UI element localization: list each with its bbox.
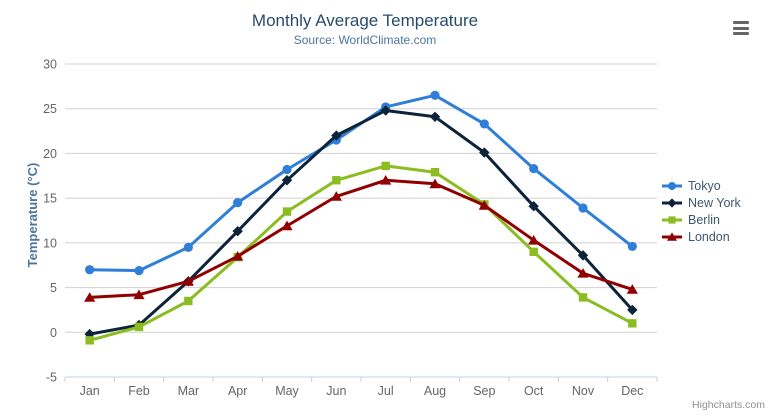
- point-tokyo-dec[interactable]: [627, 241, 637, 252]
- svg-text:25: 25: [43, 102, 57, 116]
- point-london-aug[interactable]: [429, 178, 441, 189]
- point-london-jun[interactable]: [330, 191, 342, 201]
- point-london-feb[interactable]: [133, 289, 145, 300]
- point-new-york-sep[interactable]: [479, 147, 490, 158]
- point-berlin-feb[interactable]: [134, 322, 144, 332]
- export-menu-button[interactable]: [727, 16, 755, 40]
- legend-symbol-tokyo[interactable]: [668, 181, 676, 190]
- legend-item-berlin[interactable]: Berlin: [661, 211, 741, 228]
- svg-text:5: 5: [50, 281, 57, 295]
- legend-marker-square-icon: [662, 215, 682, 224]
- svg-text:15: 15: [43, 192, 57, 206]
- point-new-york-nov[interactable]: [577, 250, 589, 261]
- x-axis-label: May: [275, 384, 299, 398]
- point-tokyo-apr[interactable]: [233, 198, 243, 208]
- point-tokyo-aug[interactable]: [430, 90, 440, 100]
- point-new-york-oct[interactable]: [528, 200, 539, 212]
- point-tokyo-mar[interactable]: [183, 242, 193, 252]
- x-axis-label: Jan: [80, 384, 100, 398]
- legend-marker-diamond-icon: [662, 197, 682, 208]
- y-axis-labels: -5 0 5 10 15 20 25 30: [43, 58, 57, 385]
- point-london-mar[interactable]: [182, 276, 194, 286]
- chart-title: Monthly Average Temperature: [251, 11, 479, 30]
- legend-label: New York: [688, 195, 741, 210]
- x-axis-label: Dec: [621, 384, 643, 398]
- series-tokyo[interactable]: [85, 90, 637, 276]
- svg-text:20: 20: [43, 147, 57, 161]
- hamburger-icon: [733, 32, 749, 35]
- point-london-nov[interactable]: [577, 268, 589, 278]
- point-tokyo-may[interactable]: [282, 164, 292, 175]
- point-berlin-jul[interactable]: [381, 161, 390, 171]
- series-london[interactable]: [84, 175, 638, 302]
- x-axis-label: Feb: [128, 384, 150, 398]
- point-london-apr[interactable]: [232, 251, 244, 261]
- legend-symbol-new-york[interactable]: [667, 197, 677, 208]
- legend-label: Berlin: [688, 212, 720, 227]
- svg-text:10: 10: [43, 236, 57, 250]
- x-axis-label: Jun: [326, 384, 346, 398]
- legend: Tokyo New York Berlin London: [661, 177, 741, 245]
- series-new-york[interactable]: [84, 105, 638, 340]
- point-berlin-jun[interactable]: [332, 176, 341, 185]
- x-axis-label: Apr: [228, 384, 247, 398]
- point-tokyo-nov[interactable]: [578, 203, 588, 213]
- x-axis-label: Jul: [378, 384, 394, 398]
- point-tokyo-oct[interactable]: [529, 164, 539, 174]
- point-new-york-dec[interactable]: [627, 304, 638, 316]
- point-london-oct[interactable]: [528, 234, 540, 245]
- legend-symbol-london[interactable]: [667, 231, 677, 241]
- point-london-sep[interactable]: [478, 200, 490, 210]
- legend-marker-triangle-icon: [662, 231, 682, 241]
- x-axis: Jan Feb Mar Apr May Jun Jul Aug Sep Oct Nov Dec: [64, 376, 658, 398]
- point-new-york-apr[interactable]: [232, 226, 243, 237]
- chart-subtitle: Source: WorldClimate.com: [293, 33, 437, 47]
- x-axis-label: Aug: [424, 384, 446, 398]
- x-axis-label: Mar: [178, 384, 200, 398]
- point-berlin-nov[interactable]: [578, 293, 588, 302]
- legend-label: London: [688, 229, 730, 244]
- point-berlin-dec[interactable]: [628, 319, 637, 328]
- point-berlin-aug[interactable]: [430, 168, 440, 177]
- legend-marker-circle-icon: [662, 181, 682, 190]
- point-london-dec[interactable]: [626, 284, 638, 294]
- legend-symbol-berlin[interactable]: [668, 215, 676, 224]
- x-axis-label: Nov: [572, 384, 595, 398]
- x-axis-label: Sep: [473, 384, 495, 398]
- svg-text:-5: -5: [46, 371, 57, 385]
- point-new-york-aug[interactable]: [429, 111, 441, 122]
- legend-item-tokyo[interactable]: Tokyo: [661, 177, 741, 194]
- point-london-jul[interactable]: [380, 175, 392, 185]
- legend-item-new-york[interactable]: New York: [661, 194, 741, 211]
- point-berlin-may[interactable]: [282, 207, 292, 216]
- hamburger-icon: [733, 26, 749, 30]
- svg-text:0: 0: [50, 326, 57, 340]
- point-tokyo-feb[interactable]: [134, 265, 144, 276]
- point-berlin-oct[interactable]: [529, 247, 538, 256]
- point-new-york-jul[interactable]: [380, 105, 391, 116]
- point-new-york-may[interactable]: [281, 175, 293, 186]
- legend-label: Tokyo: [688, 178, 721, 193]
- legend-item-london[interactable]: London: [661, 228, 741, 245]
- credits-link[interactable]: Highcharts.com: [692, 399, 765, 411]
- x-axis-label: Oct: [524, 384, 544, 398]
- point-berlin-jan[interactable]: [85, 336, 94, 345]
- point-tokyo-jan[interactable]: [85, 265, 95, 275]
- point-london-jan[interactable]: [84, 292, 96, 302]
- svg-text:30: 30: [43, 58, 57, 72]
- point-new-york-jun[interactable]: [331, 130, 342, 141]
- hamburger-icon: [733, 21, 749, 24]
- point-london-may[interactable]: [281, 220, 293, 231]
- point-tokyo-sep[interactable]: [479, 119, 489, 129]
- point-berlin-mar[interactable]: [184, 296, 193, 306]
